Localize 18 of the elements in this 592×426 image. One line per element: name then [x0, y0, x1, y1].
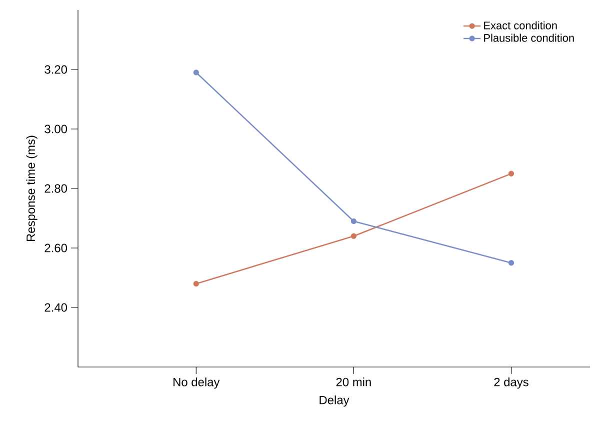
x-tick-label: No delay [174, 378, 220, 389]
legend-label: Exact condition [484, 21, 557, 30]
y-axis-title: Response time (ms) [26, 136, 38, 241]
point [508, 170, 514, 176]
y-tick-label: 3.00 [44, 124, 68, 134]
point [350, 233, 357, 239]
x-tick-label: 2 days [494, 378, 528, 389]
x-axis-title: Delay [320, 396, 350, 407]
point [508, 260, 514, 266]
legend-label: Plausible condition [484, 34, 574, 42]
y-tick-label: 2.40 [44, 303, 68, 312]
point [193, 70, 199, 76]
y-tick-label: 2.80 [44, 184, 68, 193]
y-tick-label: 2.60 [44, 244, 68, 252]
point [193, 280, 199, 287]
y-tick-label: 3.20 [44, 65, 68, 74]
point [350, 218, 357, 224]
x-tick-label: 20 min [336, 378, 371, 386]
